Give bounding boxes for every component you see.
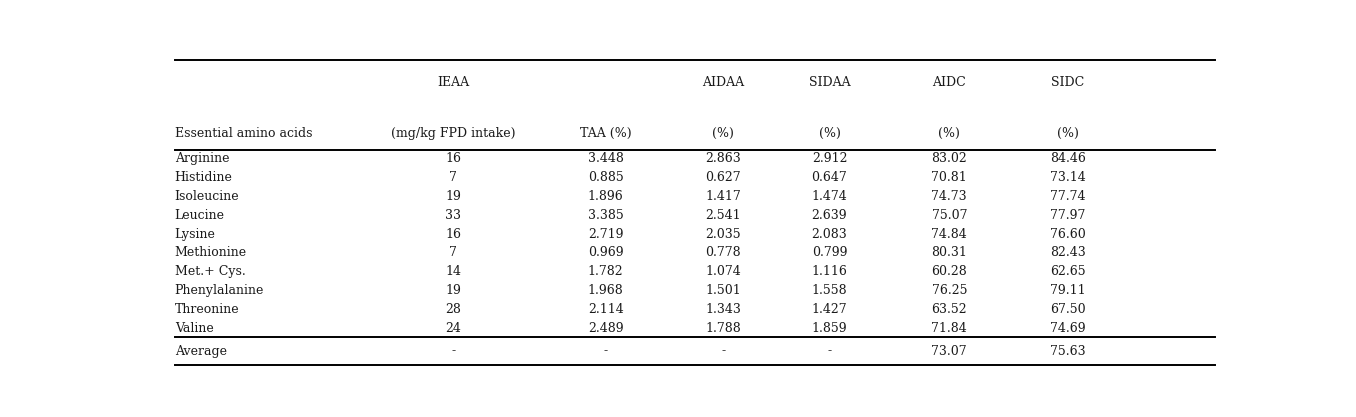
Text: 2.863: 2.863: [705, 153, 742, 166]
Text: 2.912: 2.912: [812, 153, 848, 166]
Text: Essential amino acids: Essential amino acids: [175, 127, 312, 140]
Text: 71.84: 71.84: [932, 322, 967, 334]
Text: Methionine: Methionine: [175, 246, 247, 259]
Text: 83.02: 83.02: [932, 153, 967, 166]
Text: 0.627: 0.627: [705, 171, 742, 184]
Text: 2.719: 2.719: [589, 228, 624, 241]
Text: 0.885: 0.885: [587, 171, 624, 184]
Text: AIDC: AIDC: [933, 75, 965, 89]
Text: 2.639: 2.639: [812, 209, 848, 222]
Text: 0.799: 0.799: [812, 246, 848, 259]
Text: 74.69: 74.69: [1050, 322, 1086, 334]
Text: 80.31: 80.31: [932, 246, 967, 259]
Text: (%): (%): [712, 127, 734, 140]
Text: 75.63: 75.63: [1050, 344, 1086, 357]
Text: 16: 16: [445, 153, 461, 166]
Text: Leucine: Leucine: [175, 209, 225, 222]
Text: 76.25: 76.25: [932, 284, 967, 297]
Text: 1.343: 1.343: [705, 303, 742, 316]
Text: 2.083: 2.083: [812, 228, 848, 241]
Text: 75.07: 75.07: [932, 209, 967, 222]
Text: Threonine: Threonine: [175, 303, 240, 316]
Text: 1.788: 1.788: [705, 322, 742, 334]
Text: (%): (%): [819, 127, 841, 140]
Text: 2.035: 2.035: [705, 228, 742, 241]
Text: AIDAA: AIDAA: [702, 75, 744, 89]
Text: 1.968: 1.968: [587, 284, 624, 297]
Text: 1.896: 1.896: [587, 190, 624, 203]
Text: 3.385: 3.385: [587, 209, 624, 222]
Text: 2.114: 2.114: [587, 303, 624, 316]
Text: Arginine: Arginine: [175, 153, 229, 166]
Text: 28: 28: [445, 303, 461, 316]
Text: (%): (%): [938, 127, 960, 140]
Text: Met.+ Cys.: Met.+ Cys.: [175, 265, 245, 278]
Text: Histidine: Histidine: [175, 171, 233, 184]
Text: 63.52: 63.52: [932, 303, 967, 316]
Text: -: -: [827, 344, 831, 357]
Text: 77.74: 77.74: [1051, 190, 1086, 203]
Text: SIDC: SIDC: [1051, 75, 1085, 89]
Text: 16: 16: [445, 228, 461, 241]
Text: 74.73: 74.73: [932, 190, 967, 203]
Text: 74.84: 74.84: [932, 228, 967, 241]
Text: 1.558: 1.558: [812, 284, 848, 297]
Text: 19: 19: [445, 284, 461, 297]
Text: 19: 19: [445, 190, 461, 203]
Text: -: -: [721, 344, 725, 357]
Text: 3.448: 3.448: [587, 153, 624, 166]
Text: 1.417: 1.417: [705, 190, 742, 203]
Text: 73.07: 73.07: [932, 344, 967, 357]
Text: 79.11: 79.11: [1050, 284, 1086, 297]
Text: Valine: Valine: [175, 322, 213, 334]
Text: (%): (%): [1058, 127, 1079, 140]
Text: 7: 7: [449, 246, 457, 259]
Text: IEAA: IEAA: [437, 75, 469, 89]
Text: 1.074: 1.074: [705, 265, 742, 278]
Text: (mg/kg FPD intake): (mg/kg FPD intake): [391, 127, 515, 140]
Text: Average: Average: [175, 344, 226, 357]
Text: 76.60: 76.60: [1050, 228, 1086, 241]
Text: 0.969: 0.969: [587, 246, 624, 259]
Text: SIDAA: SIDAA: [808, 75, 850, 89]
Text: 1.859: 1.859: [812, 322, 848, 334]
Text: 14: 14: [445, 265, 461, 278]
Text: 82.43: 82.43: [1050, 246, 1086, 259]
Text: 67.50: 67.50: [1050, 303, 1086, 316]
Text: 1.782: 1.782: [587, 265, 624, 278]
Text: 0.647: 0.647: [812, 171, 848, 184]
Text: 1.474: 1.474: [812, 190, 848, 203]
Text: 7: 7: [449, 171, 457, 184]
Text: TAA (%): TAA (%): [580, 127, 632, 140]
Text: -: -: [603, 344, 607, 357]
Text: 0.778: 0.778: [705, 246, 742, 259]
Text: 1.427: 1.427: [812, 303, 848, 316]
Text: Isoleucine: Isoleucine: [175, 190, 240, 203]
Text: 33: 33: [445, 209, 461, 222]
Text: 70.81: 70.81: [932, 171, 967, 184]
Text: 2.489: 2.489: [587, 322, 624, 334]
Text: 24: 24: [445, 322, 461, 334]
Text: Phenylalanine: Phenylalanine: [175, 284, 264, 297]
Text: -: -: [452, 344, 456, 357]
Text: 62.65: 62.65: [1050, 265, 1086, 278]
Text: 73.14: 73.14: [1050, 171, 1086, 184]
Text: 1.501: 1.501: [705, 284, 742, 297]
Text: 2.541: 2.541: [705, 209, 742, 222]
Text: 1.116: 1.116: [811, 265, 848, 278]
Text: Lysine: Lysine: [175, 228, 216, 241]
Text: 77.97: 77.97: [1051, 209, 1086, 222]
Text: 84.46: 84.46: [1050, 153, 1086, 166]
Text: 60.28: 60.28: [932, 265, 967, 278]
